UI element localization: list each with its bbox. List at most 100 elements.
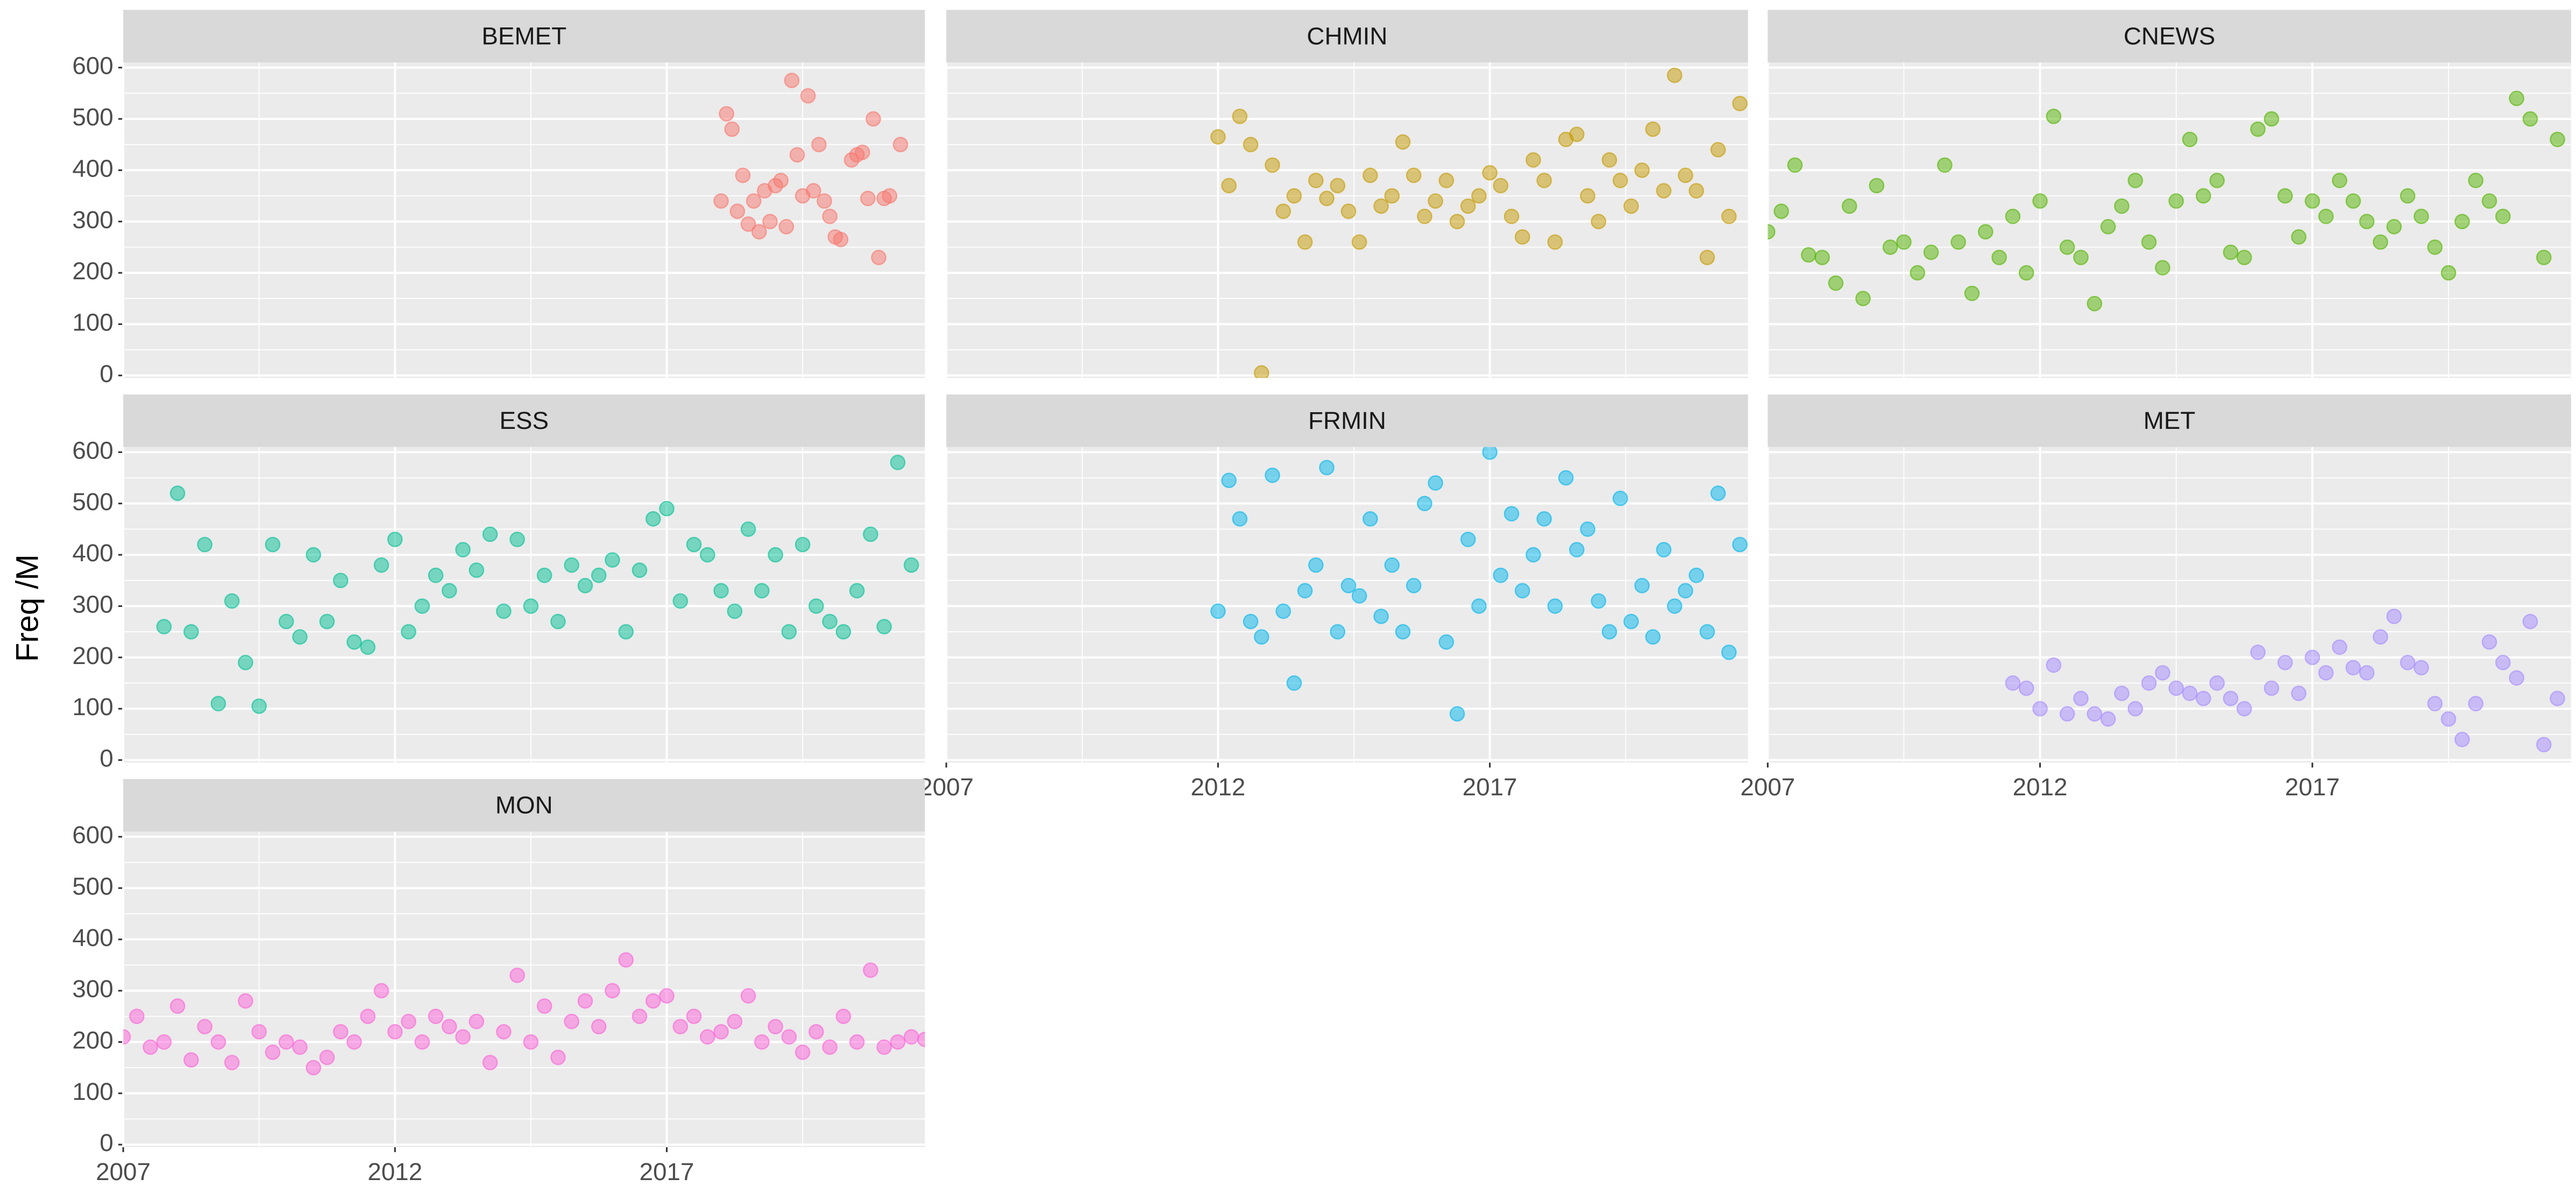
point	[428, 567, 444, 583]
point	[2454, 214, 2470, 230]
x-tick-label: 2017	[2285, 773, 2340, 801]
point	[1373, 198, 1389, 214]
point	[773, 173, 789, 188]
point	[2359, 665, 2375, 681]
point	[251, 1023, 267, 1040]
point	[2509, 90, 2524, 107]
point	[2509, 670, 2524, 686]
point	[2427, 239, 2443, 255]
point	[892, 137, 909, 153]
point	[849, 1034, 865, 1050]
point	[860, 190, 876, 207]
point	[1417, 496, 1432, 512]
point	[754, 1034, 770, 1050]
point	[1699, 250, 1715, 265]
point	[577, 577, 593, 594]
strip-label: MET	[2144, 407, 2196, 434]
panel-background	[123, 62, 925, 378]
y-tick-label: 500	[72, 103, 113, 131]
point	[1828, 275, 1844, 291]
point	[2209, 173, 2225, 188]
point	[1406, 577, 1422, 594]
point	[1384, 188, 1400, 204]
point	[903, 557, 919, 573]
point	[1362, 167, 1378, 183]
point	[1699, 624, 1715, 640]
point	[1800, 247, 1816, 263]
x-tick-label: 2012	[2013, 773, 2068, 801]
point	[631, 1008, 648, 1025]
points	[2005, 609, 2565, 753]
point	[1395, 134, 1411, 150]
point	[1514, 229, 1530, 245]
point	[2440, 711, 2457, 727]
point	[746, 193, 762, 209]
point	[605, 552, 620, 568]
point	[2263, 111, 2280, 127]
point	[835, 1008, 851, 1025]
point	[2155, 665, 2170, 681]
point	[387, 532, 403, 547]
point	[794, 536, 811, 553]
point	[835, 624, 851, 640]
point	[319, 613, 335, 630]
y-tick-label: 400	[72, 924, 113, 951]
point	[346, 1034, 362, 1050]
point	[482, 526, 498, 542]
point	[768, 1019, 783, 1035]
point	[2345, 193, 2361, 209]
strip	[946, 394, 1748, 447]
y-tick-label: 200	[72, 257, 113, 285]
point	[2291, 229, 2307, 245]
point	[1601, 152, 1617, 168]
point	[469, 562, 485, 578]
point	[854, 144, 870, 160]
point	[509, 532, 526, 547]
panel-background	[946, 62, 1748, 378]
point	[1438, 634, 1454, 650]
point	[238, 654, 253, 670]
point	[265, 536, 281, 553]
point	[1977, 224, 1993, 240]
point	[373, 983, 389, 999]
point	[1373, 609, 1389, 624]
point	[1340, 577, 1357, 594]
point	[1688, 183, 1705, 199]
point	[1503, 208, 1520, 224]
point	[2250, 644, 2266, 660]
point	[1536, 511, 1552, 527]
point	[523, 598, 539, 614]
point	[917, 1032, 925, 1047]
point	[1493, 178, 1509, 194]
point	[1768, 224, 1776, 240]
point	[1688, 567, 1705, 583]
panel: CHMIN	[945, 10, 1748, 378]
point	[781, 624, 797, 640]
point	[1308, 557, 1324, 573]
point	[1721, 644, 1737, 660]
point	[876, 619, 892, 634]
point	[871, 250, 886, 265]
point	[1253, 629, 1269, 645]
strip-label: FRMIN	[1308, 407, 1386, 434]
point	[876, 1039, 892, 1055]
point	[2304, 650, 2320, 666]
point	[1265, 467, 1280, 483]
point	[2373, 629, 2388, 645]
strip	[123, 394, 925, 447]
x-tick-label: 2007	[96, 1158, 151, 1185]
point	[1710, 142, 1726, 158]
point	[469, 1013, 485, 1029]
point	[1634, 577, 1650, 594]
point	[129, 1008, 145, 1025]
point	[1406, 167, 1422, 183]
point	[496, 1023, 512, 1040]
point	[1417, 208, 1432, 224]
point	[2345, 660, 2361, 676]
point	[224, 593, 240, 609]
point	[591, 1019, 607, 1035]
point	[591, 567, 607, 583]
point	[2386, 218, 2402, 235]
point	[183, 1052, 199, 1068]
panel: MET 2007 2012 2017	[1740, 394, 2571, 801]
